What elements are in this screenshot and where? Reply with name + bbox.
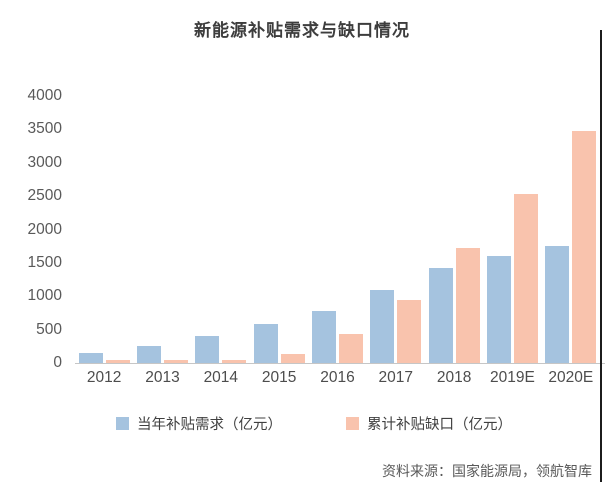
x-axis-line [75,363,605,364]
y-tick-label: 3000 [27,153,62,171]
y-tick-label: 3500 [27,120,62,138]
bar-group-2013 [136,93,188,363]
bar-demand-2016 [311,311,336,363]
bar-demand-2017 [370,290,395,363]
bar-group-2018 [428,93,480,363]
bar-gap-2013 [163,360,188,363]
bar-gap-2012 [105,360,130,363]
bar-gap-2014 [222,360,247,363]
y-axis: 0 500 1000 1500 2000 2500 3000 3500 4000 [0,87,62,371]
legend-swatch-demand [116,416,129,430]
right-border-line [600,30,602,482]
y-tick-label: 500 [36,320,62,338]
legend-swatch-gap [346,416,359,430]
legend-label-gap: 累计补贴缺口（亿元） [367,416,512,433]
y-tick-label: 0 [53,354,62,371]
x-axis-label-2020E: 2020E [548,369,594,386]
plot-area [75,93,600,363]
x-axis-label-2017: 2017 [378,369,414,386]
bar-group-2019E [486,93,538,363]
bar-gap-2017 [397,300,422,363]
bar-group-2020E [545,93,597,363]
legend-item-gap: 累计补贴缺口（亿元） [346,414,512,433]
bar-demand-2013 [136,346,161,363]
x-axis-label-2013: 2013 [145,369,180,386]
chart-title: 新能源补贴需求与缺口情况 [194,21,410,40]
bar-gap-2019E [513,194,538,363]
y-tick-label: 1500 [27,253,62,271]
bar-demand-2020E [545,246,570,363]
x-axis-label-2014: 2014 [203,369,239,386]
x-axis-label-2018: 2018 [436,369,472,386]
bar-gap-2020E [572,131,597,363]
bar-group-2014 [195,93,247,363]
bar-gap-2018 [455,248,480,363]
x-axis-label-2016: 2016 [320,369,355,386]
x-axis-label-2012: 2012 [86,369,122,386]
x-axis-label-2015: 2015 [261,369,297,386]
bar-demand-2018 [428,268,453,363]
y-tick-label: 1000 [27,287,62,305]
bar-gap-2015 [280,354,305,363]
y-tick-label: 4000 [27,87,62,104]
x-axis-label-2019E: 2019E [490,369,535,386]
bar-demand-2015 [253,324,278,363]
bar-group-2016 [311,93,363,363]
bar-group-2015 [253,93,305,363]
y-tick-label: 2000 [27,220,62,238]
bar-gap-2016 [338,334,363,363]
x-axis-labels: 2012 2013 2014 2015 2016 2017 2018 2019E 2020E [75,369,600,387]
bar-demand-2012 [78,353,103,363]
bar-group-2012 [78,93,130,363]
legend-label-demand: 当年补贴需求（亿元） [137,416,282,433]
source-note: 资料来源：国家能源局，领航智库 [382,463,592,479]
y-tick-label: 2500 [27,187,62,205]
bar-demand-2019E [486,256,511,363]
legend-item-demand: 当年补贴需求（亿元） [116,414,282,433]
bar-group-2017 [370,93,422,363]
bar-demand-2014 [195,336,220,363]
